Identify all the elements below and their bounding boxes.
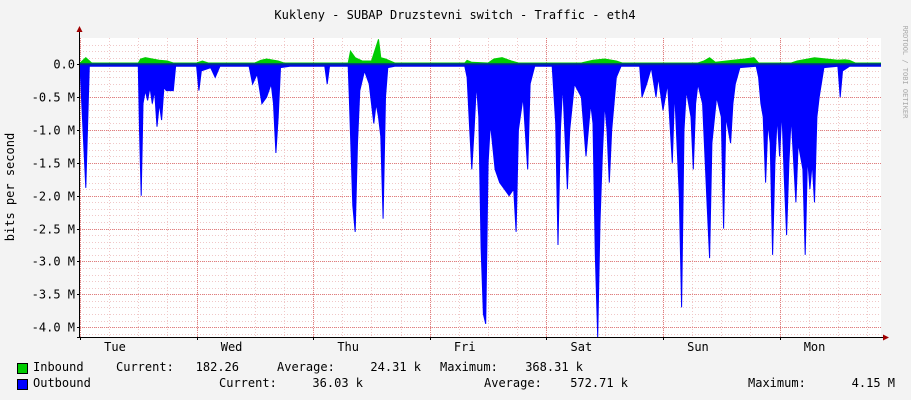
legend-outbound-current-label: Current: [219,376,277,390]
legend-inbound-name: Inbound [33,360,84,374]
axes [76,26,889,341]
legend-outbound-name: Outbound [33,376,91,390]
legend-inbound-maximum: 368.31 k [525,360,583,374]
x-tick-label: Mon [804,340,826,354]
legend-outbound-average-label: Average: [484,376,542,390]
legend-outbound-current: 36.03 k [312,376,363,390]
y-tick-label: -3.0 M [32,255,75,269]
legend-inbound-average-label: Average: [277,360,335,374]
y-axis-label: bits per second [3,133,17,241]
legend-inbound-current-label: Current: [116,360,174,374]
x-tick-label: Fri [454,340,476,354]
x-tick-label: Wed [221,340,243,354]
y-tick-label: -0.5 M [32,91,75,105]
legend-inbound-average: 24.31 k [370,360,421,374]
x-tick-label: Sat [571,340,593,354]
y-tick-label: -1.0 M [32,124,75,138]
x-tick-label: Tue [104,340,126,354]
series-line-outbound [79,65,881,338]
x-tick-label: Sun [687,340,709,354]
legend-inbound-current: 182.26 [195,360,239,374]
legend-inbound-maximum-label: Maximum: [440,360,498,374]
legend-outbound-maximum-label: Maximum: [748,376,806,390]
y-axis-arrow [76,26,83,32]
x-axis-arrow [883,334,889,341]
legend-outbound-average: 572.71 k [570,376,628,390]
chart-title: Kukleny - SUBAP Druzstevni switch - Traf… [274,8,635,22]
legend-swatch-outbound [17,379,28,390]
legend-outbound-maximum: 4.15 M [851,376,895,390]
series-area-inbound [80,39,881,65]
series-line-inbound [79,39,881,64]
y-tick-label: -2.0 M [32,190,75,204]
series-areas [79,39,881,338]
y-tick-label: -4.0 M [32,321,75,335]
y-tick-label: -2.5 M [32,223,75,237]
y-tick-label: 0.0 [53,58,75,72]
y-tick-label: -1.5 M [32,157,75,171]
y-tick-label: -3.5 M [32,288,75,302]
x-tick-label: Thu [337,340,359,354]
legend-swatch-inbound [17,363,28,374]
tick-labels: 0.0 -0.5 M -1.0 M -1.5 M -2.0 M -2.5 M -3.0 M -… [32,58,826,355]
watermark: RRDTOOL / TOBI OETIKER [901,26,909,120]
